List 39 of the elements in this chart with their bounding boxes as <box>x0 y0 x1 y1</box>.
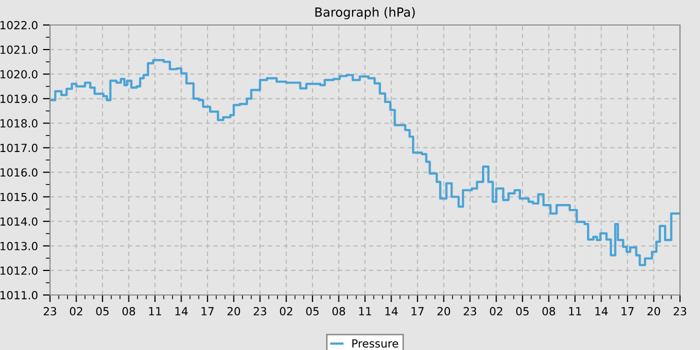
x-tick-label: 08 <box>542 307 556 316</box>
x-tick-label: 08 <box>332 307 346 316</box>
x-tick-label: 17 <box>412 307 424 316</box>
x-tick-label: 11 <box>359 307 372 316</box>
x-tick-label: 02 <box>280 307 292 316</box>
x-tick-label: 14 <box>175 307 188 316</box>
y-tick-label: 1021.0 <box>0 46 38 54</box>
x-tick-label: 02 <box>70 307 82 316</box>
x-tick-label: 14 <box>595 307 608 316</box>
x-tick-label: 23 <box>254 307 266 316</box>
y-tick-label: 1013.0 <box>0 242 38 250</box>
x-tick-label: 05 <box>306 307 319 316</box>
x-tick-label: 08 <box>122 307 136 316</box>
x-tick-label: 05 <box>516 307 529 316</box>
y-tick-label: 1018.0 <box>0 119 38 128</box>
x-tick-label: 23 <box>674 307 686 316</box>
y-tick-label: 1017.0 <box>0 144 38 152</box>
x-tick-label: 02 <box>490 307 502 316</box>
y-tick-label: 1015.0 <box>0 192 38 202</box>
y-tick-label: 1019.0 <box>0 94 38 104</box>
x-tick-label: 17 <box>622 307 634 316</box>
y-tick-label: 1012.0 <box>0 266 38 275</box>
y-tick-label: 1016.0 <box>0 168 38 177</box>
x-tick-label: 20 <box>437 307 450 316</box>
y-tick-label: 1011.0 <box>0 290 38 300</box>
y-tick-label: 1020.0 <box>0 70 38 78</box>
y-tick-label: 1022.0 <box>0 20 38 30</box>
x-tick-label: 23 <box>44 307 56 316</box>
x-tick-label: 05 <box>96 307 109 316</box>
legend-label: Pressure <box>352 339 398 348</box>
x-tick-label: 11 <box>569 307 582 316</box>
x-tick-label: 20 <box>647 307 660 316</box>
x-tick-label: 23 <box>464 307 476 316</box>
x-tick-label: 14 <box>385 307 398 316</box>
x-tick-label: 20 <box>227 307 240 316</box>
chart-title: Barograph (hPa) <box>315 7 415 20</box>
y-tick-label: 1014.0 <box>0 217 38 226</box>
x-tick-label: 17 <box>202 307 214 316</box>
x-tick-label: 11 <box>149 307 162 316</box>
